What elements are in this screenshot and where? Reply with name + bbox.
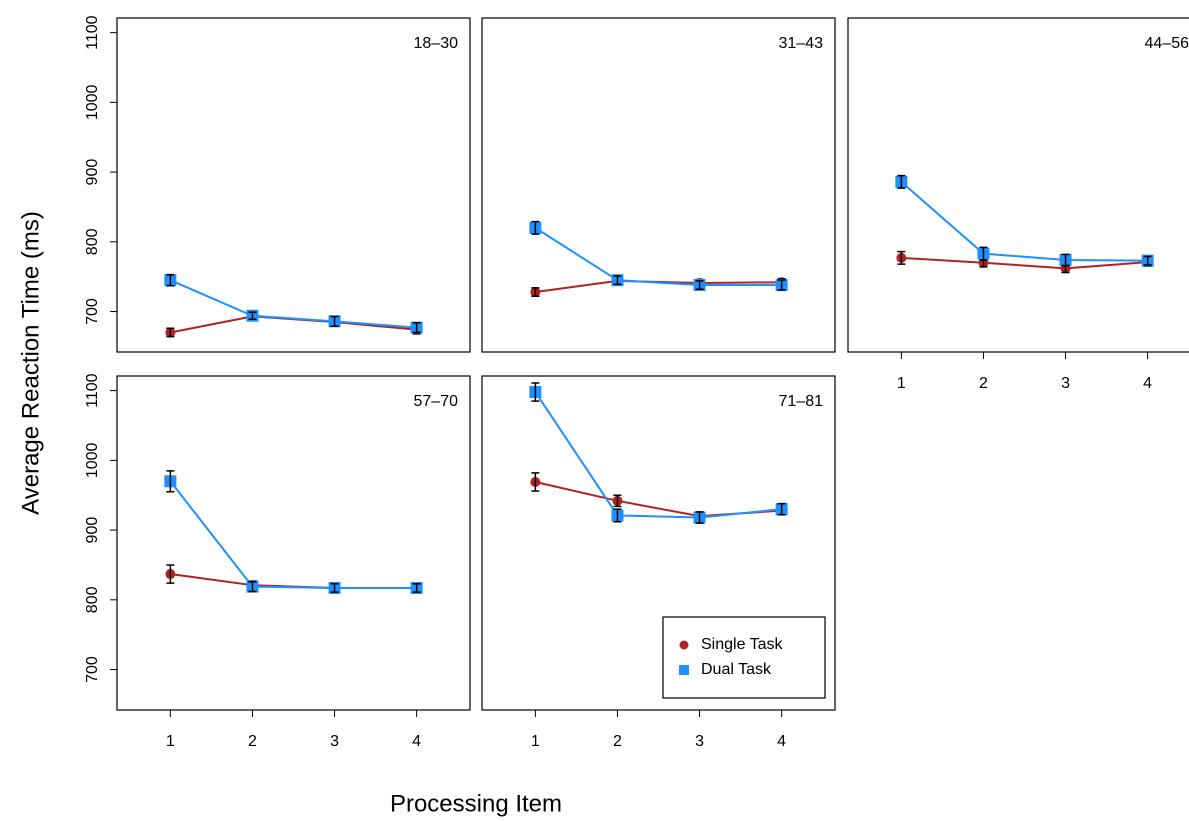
- legend-marker: [679, 640, 689, 650]
- error-bar: [613, 275, 622, 286]
- x-tick-label: 4: [412, 733, 421, 750]
- error-bar: [1143, 255, 1152, 266]
- panel-title: 71–81: [779, 393, 824, 410]
- error-bar: [695, 511, 704, 524]
- error-bar: [777, 279, 786, 291]
- y-axis-label: Average Reaction Time (ms): [17, 211, 44, 515]
- x-tick-label: 3: [1061, 375, 1070, 392]
- error-bar: [613, 508, 622, 523]
- error-bar: [777, 502, 786, 516]
- y-tick-label: 1000: [84, 84, 101, 120]
- panel-title: 31–43: [779, 35, 824, 52]
- error-bar: [330, 583, 339, 593]
- series-line: [535, 481, 782, 518]
- x-tick-label: 1: [166, 733, 175, 750]
- x-tick-label: 2: [613, 733, 622, 750]
- x-tick-label: 3: [695, 733, 704, 750]
- y-tick-label: 900: [84, 517, 101, 544]
- x-tick-label: 2: [979, 375, 988, 392]
- y-tick-label: 700: [84, 656, 101, 683]
- series-line: [170, 573, 417, 589]
- y-tick-label: 1100: [84, 15, 101, 50]
- error-bar: [166, 470, 175, 493]
- x-tick-label: 4: [1143, 375, 1152, 392]
- panel-frame: [116, 375, 471, 711]
- x-tick-label: 3: [330, 733, 339, 750]
- error-bar: [531, 287, 540, 297]
- y-tick-label: 900: [84, 159, 101, 186]
- x-axis-label: Processing Item: [390, 790, 562, 817]
- error-bar: [248, 580, 257, 593]
- x-tick-label: 4: [777, 733, 786, 750]
- y-tick-label: 700: [84, 298, 101, 325]
- y-tick-label: 800: [84, 586, 101, 613]
- y-tick-label: 1000: [84, 442, 101, 478]
- legend-box: [662, 616, 826, 699]
- panel-title: 57–70: [414, 393, 459, 410]
- x-tick-label: 2: [248, 733, 257, 750]
- error-bar: [979, 246, 988, 261]
- panel-frame: [116, 17, 471, 353]
- error-bar: [412, 321, 421, 334]
- error-bar: [531, 472, 540, 492]
- panel-frame: [847, 17, 1189, 353]
- error-bar: [166, 327, 175, 338]
- legend-label: Dual Task: [701, 661, 772, 678]
- series-line: [534, 227, 782, 287]
- error-bar: [613, 494, 622, 508]
- x-tick-label: 1: [897, 375, 906, 392]
- y-tick-label: 800: [84, 228, 101, 255]
- error-bar: [166, 273, 175, 287]
- panel-frame: [481, 17, 836, 353]
- y-tick-label: 1100: [84, 373, 101, 408]
- error-bar: [531, 382, 540, 402]
- series-line: [900, 181, 1148, 262]
- panel-frame: [481, 375, 836, 711]
- error-bar: [897, 174, 906, 189]
- error-bar: [695, 280, 704, 290]
- series-line: [901, 256, 1148, 270]
- error-bar: [248, 311, 257, 320]
- panel-title: 44–56: [1145, 35, 1189, 52]
- error-bar: [412, 583, 421, 593]
- legend-label: Single Task: [701, 636, 784, 653]
- series-line: [169, 480, 417, 589]
- legend-marker: [679, 665, 689, 675]
- series-line: [534, 391, 782, 519]
- error-bar: [897, 250, 906, 265]
- series-line: [169, 279, 417, 329]
- panel-title: 18–30: [414, 35, 459, 52]
- error-bar: [1061, 253, 1070, 267]
- x-tick-label: 1: [531, 733, 540, 750]
- error-bar: [330, 315, 339, 327]
- error-bar: [531, 220, 540, 235]
- error-bar: [166, 564, 175, 584]
